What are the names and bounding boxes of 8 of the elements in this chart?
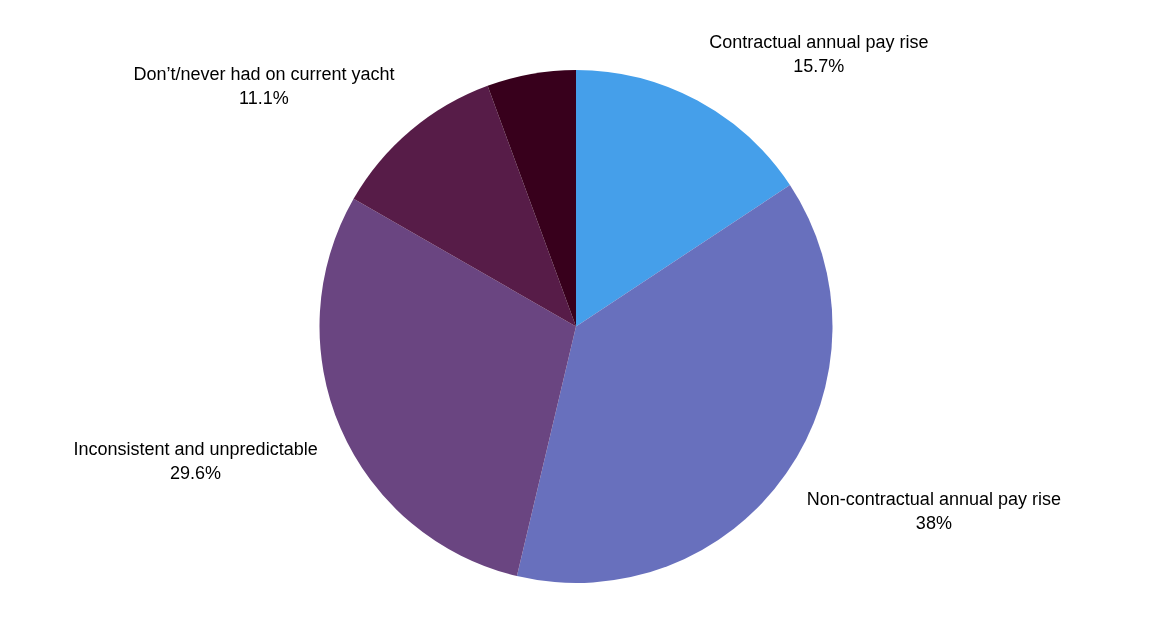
data-label: 38% [915,512,952,533]
slice-label: Don’t/never had on current yacht [133,64,395,85]
slice-label: Contractual annual pay rise [709,31,929,52]
slice-label: Non-contractual annual pay rise [806,488,1061,509]
slice-label: Inconsistent and unpredictable [73,439,318,460]
data-label: 29.6% [170,463,222,484]
data-label: 15.7% [793,55,845,76]
data-label: 11.1% [239,88,289,109]
